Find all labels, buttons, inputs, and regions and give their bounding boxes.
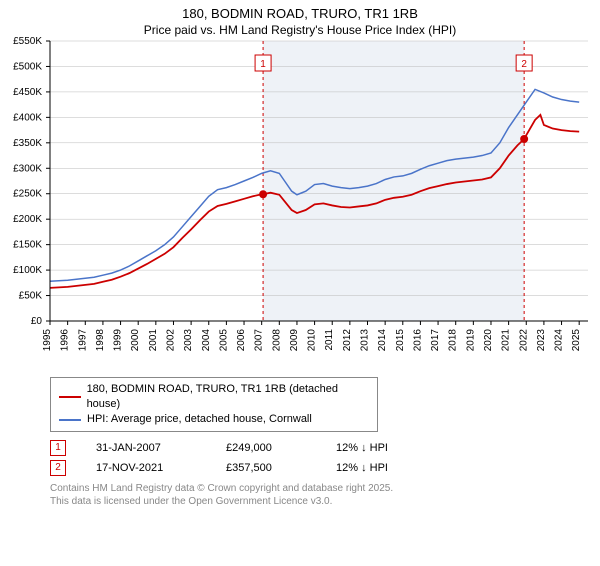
svg-text:1: 1 [260, 59, 266, 70]
legend-row: 180, BODMIN ROAD, TRURO, TR1 1RB (detach… [59, 382, 369, 412]
svg-text:1996: 1996 [60, 329, 71, 352]
event-delta: 12% ↓ HPI [336, 438, 416, 458]
svg-text:2018: 2018 [448, 329, 459, 352]
event-row: 2 17-NOV-2021 £357,500 12% ↓ HPI [50, 458, 588, 478]
svg-text:£350K: £350K [13, 138, 42, 149]
footnote-line-1: Contains HM Land Registry data © Crown c… [50, 482, 588, 495]
legend: 180, BODMIN ROAD, TRURO, TR1 1RB (detach… [50, 377, 378, 432]
legend-label: HPI: Average price, detached house, Corn… [87, 412, 312, 427]
chart-area: £0£50K£100K£150K£200K£250K£300K£350K£400… [50, 41, 588, 371]
event-badge: 1 [50, 440, 66, 456]
svg-text:2017: 2017 [430, 329, 441, 352]
svg-text:2: 2 [521, 59, 527, 70]
legend-row: HPI: Average price, detached house, Corn… [59, 412, 369, 427]
svg-text:£450K: £450K [13, 87, 42, 98]
svg-text:£150K: £150K [13, 240, 42, 251]
svg-text:£50K: £50K [19, 291, 43, 302]
svg-text:1995: 1995 [42, 329, 53, 352]
event-badge: 2 [50, 460, 66, 476]
svg-text:2012: 2012 [342, 329, 353, 352]
svg-text:£500K: £500K [13, 61, 42, 72]
svg-text:2025: 2025 [571, 329, 582, 352]
svg-text:2023: 2023 [536, 329, 547, 352]
svg-text:2002: 2002 [165, 329, 176, 352]
svg-text:2019: 2019 [465, 329, 476, 352]
svg-text:2001: 2001 [148, 329, 159, 352]
svg-text:2021: 2021 [501, 329, 512, 352]
footnote: Contains HM Land Registry data © Crown c… [50, 482, 588, 508]
svg-text:2009: 2009 [289, 329, 300, 352]
legend-swatch [59, 419, 81, 421]
svg-text:£300K: £300K [13, 163, 42, 174]
svg-text:2010: 2010 [307, 329, 318, 352]
event-price: £249,000 [226, 438, 306, 458]
svg-text:£100K: £100K [13, 265, 42, 276]
svg-text:2007: 2007 [254, 329, 265, 352]
svg-text:2020: 2020 [483, 329, 494, 352]
event-delta: 12% ↓ HPI [336, 458, 416, 478]
svg-text:2024: 2024 [554, 329, 565, 352]
svg-text:£250K: £250K [13, 189, 42, 200]
svg-text:2004: 2004 [201, 329, 212, 352]
events-table: 1 31-JAN-2007 £249,000 12% ↓ HPI 2 17-NOV-202… [50, 438, 588, 478]
svg-text:2014: 2014 [377, 329, 388, 352]
legend-label: 180, BODMIN ROAD, TRURO, TR1 1RB (detach… [87, 382, 369, 412]
svg-text:£200K: £200K [13, 214, 42, 225]
svg-text:1997: 1997 [77, 329, 88, 352]
footnote-line-2: This data is licensed under the Open Gov… [50, 495, 588, 508]
svg-text:2013: 2013 [360, 329, 371, 352]
svg-text:1998: 1998 [95, 329, 106, 352]
svg-text:2003: 2003 [183, 329, 194, 352]
svg-text:2006: 2006 [236, 329, 247, 352]
legend-swatch [59, 396, 81, 398]
svg-text:2016: 2016 [412, 329, 423, 352]
svg-text:2000: 2000 [130, 329, 141, 352]
svg-text:2022: 2022 [518, 329, 529, 352]
svg-text:2005: 2005 [218, 329, 229, 352]
svg-text:2011: 2011 [324, 329, 335, 351]
svg-text:£0: £0 [31, 316, 43, 327]
event-row: 1 31-JAN-2007 £249,000 12% ↓ HPI [50, 438, 588, 458]
chart-subtitle: Price paid vs. HM Land Registry's House … [0, 23, 600, 37]
chart-title: 180, BODMIN ROAD, TRURO, TR1 1RB [0, 6, 600, 21]
svg-text:2015: 2015 [395, 329, 406, 352]
svg-text:£550K: £550K [13, 36, 42, 47]
event-date: 31-JAN-2007 [96, 438, 196, 458]
event-price: £357,500 [226, 458, 306, 478]
svg-text:1999: 1999 [113, 329, 124, 352]
svg-text:£400K: £400K [13, 112, 42, 123]
svg-text:2008: 2008 [271, 329, 282, 352]
event-date: 17-NOV-2021 [96, 458, 196, 478]
